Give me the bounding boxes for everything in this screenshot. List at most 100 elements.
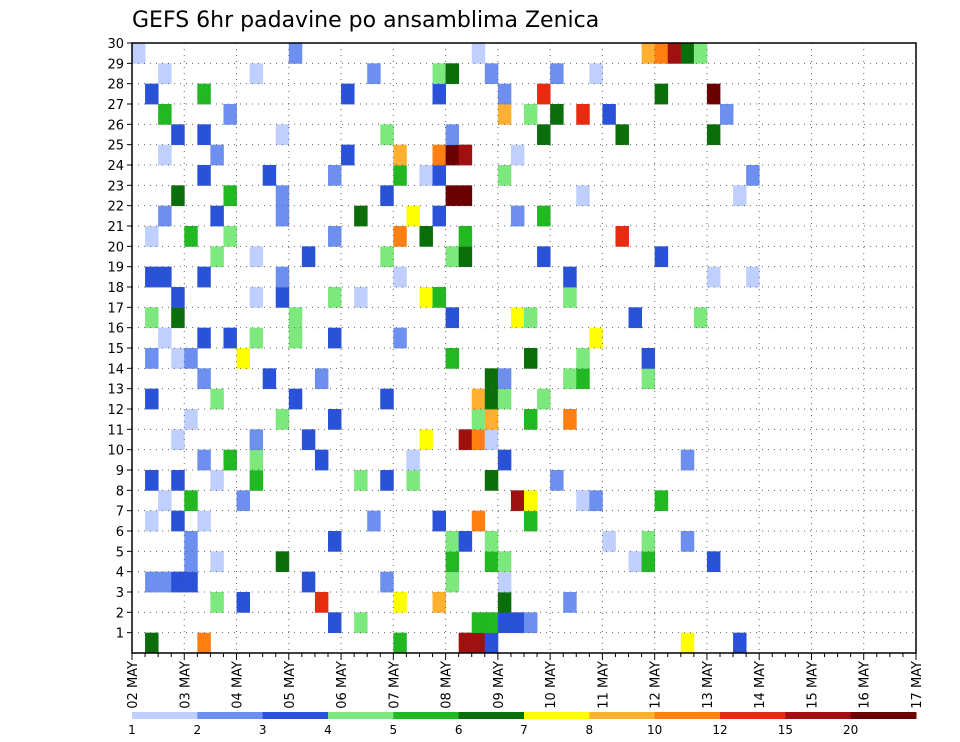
y-tick-label: 4 xyxy=(116,566,124,581)
heatmap-cell xyxy=(171,124,185,146)
legend-swatch xyxy=(589,712,656,719)
heatmap-cell xyxy=(746,165,760,186)
heatmap-cell xyxy=(393,266,407,288)
heatmap-cell xyxy=(171,185,185,207)
heatmap-cell xyxy=(537,83,551,105)
heatmap-cell xyxy=(432,592,446,613)
heatmap-cell xyxy=(354,470,368,491)
heatmap-cell xyxy=(288,43,303,64)
x-tick-label: 16 MAY xyxy=(858,661,873,709)
y-axis: 1234567891011121314151617181920212223242… xyxy=(107,37,132,642)
heatmap-cell xyxy=(641,551,656,573)
heatmap-cell xyxy=(314,368,329,390)
x-tick-label: 03 MAY xyxy=(178,661,193,709)
heatmap-cell xyxy=(158,327,172,349)
legend-swatch xyxy=(458,712,525,719)
heatmap-cell xyxy=(249,63,264,85)
heatmap-cell xyxy=(314,449,329,471)
heatmap-cell xyxy=(419,429,433,451)
heatmap-cell xyxy=(210,246,224,268)
heatmap-cell xyxy=(158,490,172,512)
heatmap-cell xyxy=(445,307,460,329)
heatmap-cell xyxy=(184,409,198,430)
heatmap-cell xyxy=(563,266,577,288)
heatmap-cell xyxy=(367,63,381,85)
heatmap-cell xyxy=(145,388,159,410)
legend-label: 15 xyxy=(778,723,793,737)
heatmap-cell xyxy=(184,490,198,512)
y-tick-label: 21 xyxy=(107,220,124,235)
heatmap-cell xyxy=(445,144,460,166)
heatmap-cell xyxy=(262,165,277,186)
heatmap-cell xyxy=(210,144,224,166)
heatmap-cell xyxy=(524,510,538,532)
heatmap-cell xyxy=(537,124,551,146)
heatmap-cell xyxy=(680,449,695,471)
y-tick-label: 14 xyxy=(107,362,124,377)
heatmap-cell xyxy=(471,43,486,64)
heatmap-cell xyxy=(458,246,473,268)
heatmap-cell xyxy=(145,83,159,105)
heatmap-cell xyxy=(497,388,512,410)
heatmap-cell xyxy=(537,205,551,227)
heatmap-cell xyxy=(458,429,473,451)
heatmap-cell xyxy=(445,63,460,85)
y-tick-label: 6 xyxy=(116,525,124,540)
heatmap-cell xyxy=(210,551,224,573)
heatmap-cell xyxy=(197,124,211,146)
y-tick-label: 29 xyxy=(107,57,124,72)
heatmap-cell xyxy=(458,144,473,166)
heatmap-cell xyxy=(510,205,525,227)
heatmap-cell xyxy=(145,266,159,288)
heatmap-cell xyxy=(432,63,446,85)
x-axis: 02 MAY 03 MAY 04 MAY 05 MAY 06 MAY 07 MAY 08 M… xyxy=(126,653,925,709)
heatmap-cell xyxy=(667,43,682,64)
heatmap-cell xyxy=(589,490,603,512)
x-tick-label: 09 MAY xyxy=(492,661,507,709)
heatmap-cell xyxy=(158,571,172,593)
heatmap-cell xyxy=(484,388,499,410)
y-tick-label: 16 xyxy=(107,322,124,337)
heatmap-cell xyxy=(445,124,460,146)
heatmap-cell xyxy=(145,470,159,491)
heatmap-cell xyxy=(497,449,512,471)
heatmap-cell xyxy=(432,165,446,186)
heatmap-cell xyxy=(432,205,446,227)
heatmap-cell xyxy=(354,287,368,308)
legend-label: 6 xyxy=(455,723,463,737)
heatmap-cell xyxy=(576,104,590,125)
x-tick-label: 08 MAY xyxy=(440,661,455,709)
y-tick-label: 15 xyxy=(107,342,124,357)
heatmap-cell xyxy=(275,409,290,430)
heatmap-cell xyxy=(615,226,629,247)
heatmap-cell xyxy=(471,632,486,654)
y-tick-label: 13 xyxy=(107,383,124,398)
heatmap-cell xyxy=(471,429,486,451)
heatmap-cell xyxy=(145,307,159,329)
heatmap-cell xyxy=(328,531,342,552)
heatmap-cell xyxy=(249,449,264,471)
heatmap-cell xyxy=(680,43,695,64)
heatmap-cell xyxy=(275,266,290,288)
legend-swatch xyxy=(850,712,917,719)
heatmap-cell xyxy=(171,571,185,593)
heatmap-cell xyxy=(484,368,499,390)
heatmap-cell xyxy=(510,612,525,634)
x-tick-label: 04 MAY xyxy=(231,661,246,709)
heatmap-cell xyxy=(380,246,394,268)
heatmap-cell xyxy=(706,266,721,288)
x-tick-label: 11 MAY xyxy=(596,661,611,709)
heatmap-cell xyxy=(197,510,211,532)
legend-swatch xyxy=(524,712,590,719)
heatmap-cell xyxy=(563,368,577,390)
heatmap-cell xyxy=(236,348,250,369)
legend-swatch xyxy=(393,712,460,719)
heatmap-cell xyxy=(249,429,264,451)
heatmap-cell xyxy=(589,63,603,85)
heatmap-cell xyxy=(537,246,551,268)
heatmap-cell xyxy=(746,266,760,288)
heatmap-cell xyxy=(393,226,407,247)
heatmap-cell xyxy=(301,429,316,451)
heatmap-cell xyxy=(223,226,237,247)
heatmap-cell xyxy=(458,632,473,654)
